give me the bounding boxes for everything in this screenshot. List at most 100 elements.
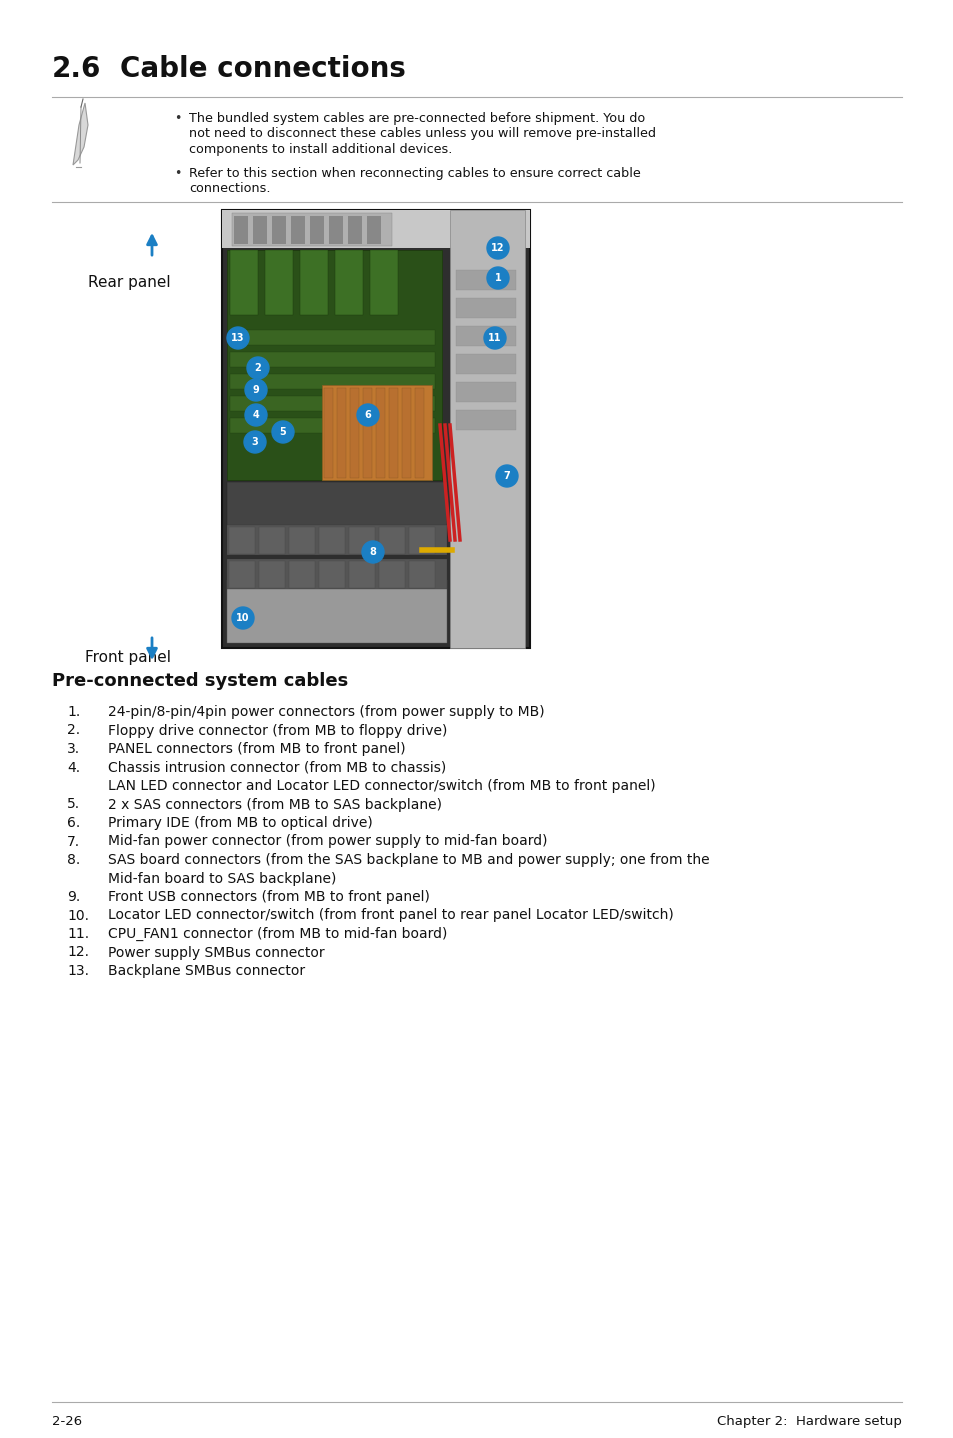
Text: 2.: 2. — [67, 723, 80, 738]
Text: PANEL connectors (from MB to front panel): PANEL connectors (from MB to front panel… — [108, 742, 405, 756]
Bar — [375, 388, 385, 477]
Text: Cable connections: Cable connections — [120, 55, 405, 83]
Text: 4.: 4. — [67, 761, 80, 775]
Bar — [227, 525, 447, 555]
Text: 2-26: 2-26 — [52, 1415, 82, 1428]
Text: 10: 10 — [236, 613, 250, 623]
Bar — [367, 216, 380, 244]
Bar — [230, 329, 435, 345]
Text: Chapter 2:  Hardware setup: Chapter 2: Hardware setup — [717, 1415, 901, 1428]
Text: 11: 11 — [488, 334, 501, 344]
Circle shape — [272, 421, 294, 443]
Text: 1.: 1. — [67, 705, 80, 719]
Bar — [229, 561, 254, 588]
Text: connections.: connections. — [189, 183, 271, 196]
Bar — [389, 388, 397, 477]
Bar — [378, 526, 405, 554]
Bar — [227, 250, 441, 480]
Text: 9.: 9. — [67, 890, 80, 905]
Bar — [230, 352, 435, 367]
Bar — [456, 326, 516, 347]
Text: 8: 8 — [369, 546, 376, 557]
Text: 13: 13 — [231, 334, 245, 344]
Text: 7.: 7. — [67, 834, 80, 848]
Bar — [230, 418, 435, 433]
Circle shape — [245, 380, 267, 401]
Bar — [456, 354, 516, 374]
Bar — [335, 250, 363, 315]
Bar — [227, 569, 447, 626]
Text: The bundled system cables are pre-connected before shipment. You do: The bundled system cables are pre-connec… — [189, 112, 644, 125]
Bar — [227, 559, 447, 590]
Text: 12.: 12. — [67, 946, 89, 959]
Circle shape — [496, 464, 517, 487]
Text: Rear panel: Rear panel — [88, 275, 171, 290]
Circle shape — [486, 267, 509, 289]
Bar — [232, 213, 392, 246]
Bar — [258, 561, 285, 588]
Text: components to install additional devices.: components to install additional devices… — [189, 142, 452, 155]
Text: 10.: 10. — [67, 909, 89, 923]
Bar — [456, 383, 516, 403]
Bar — [348, 216, 361, 244]
Text: CPU_FAN1 connector (from MB to mid-fan board): CPU_FAN1 connector (from MB to mid-fan b… — [108, 928, 447, 940]
Text: not need to disconnect these cables unless you will remove pre-installed: not need to disconnect these cables unle… — [189, 128, 656, 141]
Text: Primary IDE (from MB to optical drive): Primary IDE (from MB to optical drive) — [108, 815, 373, 830]
Bar — [378, 561, 405, 588]
Text: Refer to this section when reconnecting cables to ensure correct cable: Refer to this section when reconnecting … — [189, 167, 640, 180]
Circle shape — [245, 404, 267, 426]
Bar — [299, 250, 328, 315]
Text: 3: 3 — [252, 437, 258, 447]
Bar — [409, 561, 435, 588]
Bar — [415, 388, 423, 477]
Bar — [336, 388, 346, 477]
Bar — [227, 580, 447, 643]
Bar — [349, 561, 375, 588]
Bar — [370, 250, 397, 315]
Bar — [324, 388, 333, 477]
Text: LAN LED connector and Locator LED connector/switch (from MB to front panel): LAN LED connector and Locator LED connec… — [108, 779, 655, 792]
Text: Pre-connected system cables: Pre-connected system cables — [52, 672, 348, 690]
Bar — [349, 526, 375, 554]
Text: 5: 5 — [279, 427, 286, 437]
Bar — [258, 526, 285, 554]
Text: 1: 1 — [494, 273, 501, 283]
Circle shape — [247, 357, 269, 380]
Bar — [350, 388, 358, 477]
Text: Mid-fan board to SAS backplane): Mid-fan board to SAS backplane) — [108, 871, 336, 886]
Bar — [230, 250, 257, 315]
Text: 9: 9 — [253, 385, 259, 395]
Bar — [318, 526, 345, 554]
Bar — [222, 210, 530, 649]
Text: 13.: 13. — [67, 963, 89, 978]
Text: 6.: 6. — [67, 815, 80, 830]
Text: 7: 7 — [503, 472, 510, 480]
Bar — [289, 526, 314, 554]
Bar — [289, 561, 314, 588]
Circle shape — [486, 237, 509, 259]
Circle shape — [361, 541, 384, 564]
Text: Front panel: Front panel — [85, 650, 171, 664]
Bar — [230, 374, 435, 390]
Text: Backplane SMBus connector: Backplane SMBus connector — [108, 963, 305, 978]
Text: Mid-fan power connector (from power supply to mid-fan board): Mid-fan power connector (from power supp… — [108, 834, 547, 848]
Text: 3.: 3. — [67, 742, 80, 756]
Circle shape — [232, 607, 253, 628]
Circle shape — [227, 326, 249, 349]
Bar — [318, 561, 345, 588]
Text: Power supply SMBus connector: Power supply SMBus connector — [108, 946, 324, 959]
Bar — [265, 250, 293, 315]
Text: 4: 4 — [253, 410, 259, 420]
Text: Floppy drive connector (from MB to floppy drive): Floppy drive connector (from MB to flopp… — [108, 723, 447, 738]
Bar — [409, 526, 435, 554]
Text: SAS board connectors (from the SAS backplane to MB and power supply; one from th: SAS board connectors (from the SAS backp… — [108, 853, 709, 867]
Bar — [456, 270, 516, 290]
Circle shape — [483, 326, 505, 349]
Text: Front USB connectors (from MB to front panel): Front USB connectors (from MB to front p… — [108, 890, 430, 905]
Bar — [450, 210, 524, 649]
Text: 2 x SAS connectors (from MB to SAS backplane): 2 x SAS connectors (from MB to SAS backp… — [108, 798, 441, 811]
Bar — [401, 388, 411, 477]
Bar — [222, 210, 530, 247]
Text: 2.6: 2.6 — [52, 55, 101, 83]
Text: •: • — [173, 112, 181, 125]
